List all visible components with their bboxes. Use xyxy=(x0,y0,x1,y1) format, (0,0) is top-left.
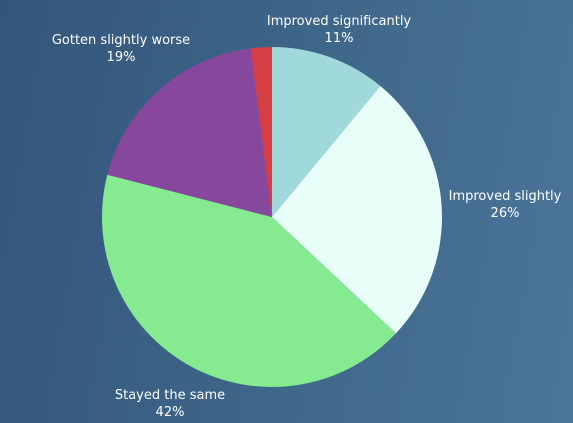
label-improved-significantly: Improved significantly 11% xyxy=(267,14,412,46)
pie-slice-gotten-slightly-worse xyxy=(107,48,272,218)
slice-label-gotten-slightly-worse: Gotten slightly worse xyxy=(52,33,190,48)
slice-value-stayed-the-same: 42% xyxy=(156,405,185,420)
slice-value-gotten-slightly-worse: 19% xyxy=(107,50,136,65)
slice-value-improved-significantly: 11% xyxy=(325,31,354,46)
pie-slices xyxy=(102,47,442,387)
pie-slice-slice-4 xyxy=(250,47,272,217)
pie-slice-stayed-the-same xyxy=(102,174,396,387)
slice-label-improved-significantly: Improved significantly xyxy=(267,14,412,29)
slice-label-stayed-the-same: Stayed the same xyxy=(115,388,225,403)
label-stayed-the-same: Stayed the same 42% xyxy=(115,388,225,420)
pie-slice-improved-slightly xyxy=(272,86,442,334)
label-improved-slightly: Improved slightly 26% xyxy=(449,189,562,221)
slice-label-improved-slightly: Improved slightly xyxy=(449,189,562,204)
label-gotten-slightly-worse: Gotten slightly worse 19% xyxy=(52,33,190,65)
pie-slice-improved-significantly xyxy=(272,47,381,217)
slice-value-improved-slightly: 26% xyxy=(491,206,520,221)
